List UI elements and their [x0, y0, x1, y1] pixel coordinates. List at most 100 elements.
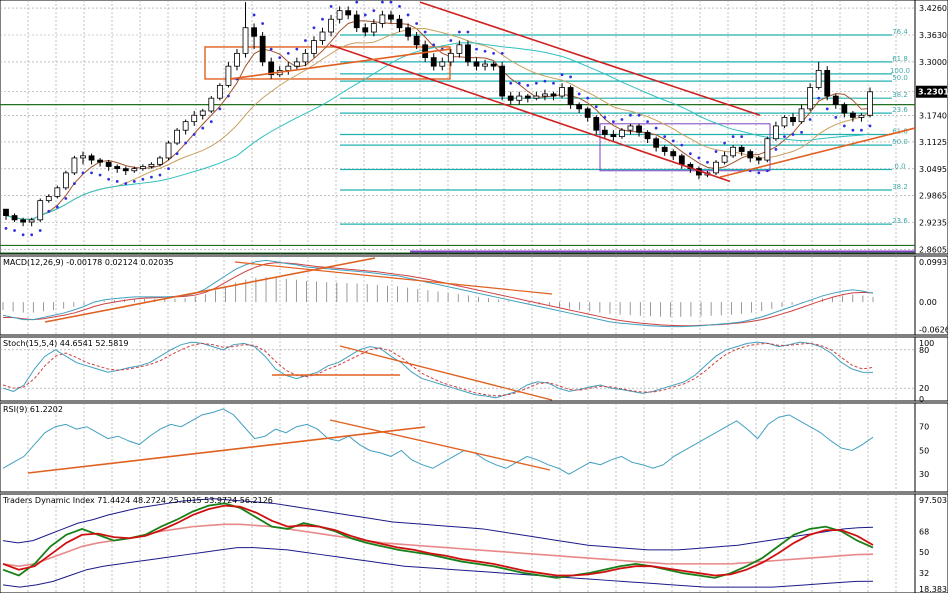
stoch-tick-label: 0 [919, 395, 924, 404]
candle-body [473, 61, 480, 67]
psar-dot [286, 51, 290, 55]
psar-dot [192, 133, 196, 136]
ma-slow-line [5, 27, 871, 220]
candle-body [619, 129, 625, 138]
tdi-pane-frame [0, 493, 948, 593]
macd-tick-label: 0.00 [919, 298, 937, 307]
psar-dot [252, 13, 256, 17]
psar-dot [98, 173, 102, 177]
macd-tick-label: 0.09935 [919, 258, 948, 267]
candle-body [405, 27, 411, 37]
trend-line-up-2 [719, 127, 916, 178]
candle-body [225, 65, 232, 86]
candle-body [413, 35, 420, 46]
candle-body [319, 31, 326, 41]
candle-body [131, 168, 138, 172]
psar-dot [500, 51, 504, 55]
candle-body [105, 161, 112, 167]
psar-dot [355, 0, 359, 4]
fib-level-label: 0.0 [894, 162, 905, 170]
candle-body [114, 166, 121, 170]
tdi-tick-label: 32 [919, 569, 929, 578]
candle-body [396, 18, 403, 29]
candle-body [755, 157, 762, 161]
psar-dot [389, 0, 393, 4]
fib-level-label: 50.0 [892, 74, 908, 82]
psar-dot [47, 209, 51, 213]
fib-level-label: 50.0 [892, 138, 908, 146]
candle-body [627, 125, 634, 131]
psar-dot [663, 135, 667, 139]
candle-body [858, 114, 865, 118]
candle-body [713, 161, 719, 174]
candle-body [439, 61, 446, 67]
psar-dot [688, 152, 692, 156]
psar-dot [398, 5, 401, 8]
psar-dot [842, 124, 846, 128]
candle-body [721, 155, 728, 163]
candle-body [738, 146, 745, 152]
candle-body [20, 219, 27, 223]
psar-dot [586, 96, 590, 100]
psar-dot [124, 182, 128, 185]
candle-body [97, 159, 103, 163]
psar-dot [457, 30, 461, 34]
psar-dot [723, 141, 726, 145]
candle-body [122, 168, 129, 172]
candle-body [610, 134, 617, 138]
candle-body [490, 63, 497, 67]
rsi-trend-line-2 [329, 419, 551, 471]
stoch-tick-label: 80 [919, 346, 929, 355]
price-tick-label: 3.3630 [919, 31, 947, 40]
candle-body [447, 52, 454, 63]
candle-body [251, 27, 257, 37]
trend-line-up [229, 48, 451, 80]
candle-body [576, 104, 583, 110]
psar-dot [569, 75, 572, 79]
candle-body [422, 44, 429, 59]
rsi-tick-label: 30 [919, 470, 929, 479]
psar-dot [577, 92, 581, 96]
psar-dot [603, 115, 607, 119]
candle-body [567, 87, 574, 105]
macd-trend-line-2 [234, 261, 553, 295]
psar-dot [791, 133, 795, 136]
candle-body [11, 215, 18, 221]
fib-level-label: 23.6 [892, 217, 908, 225]
macd-tick-label: -0.06265 [919, 326, 948, 335]
stoch-tick-label: 100 [919, 339, 934, 348]
candle-body [593, 116, 600, 131]
psar-dot [594, 105, 598, 109]
candle-body [285, 65, 292, 71]
psar-dot [774, 148, 778, 151]
candle-body [507, 95, 514, 101]
psar-dot [860, 128, 863, 132]
macd-pane-frame [0, 255, 948, 336]
tdi-upper-band [2, 498, 874, 551]
fib-level-label: 23.6 [892, 106, 908, 114]
psar-dot [141, 177, 145, 181]
psar-dot [30, 233, 34, 237]
fib-level-label: 76.4 [892, 28, 908, 36]
psar-dot [107, 177, 111, 181]
psar-dot [731, 135, 735, 139]
psar-dot [671, 139, 675, 143]
psar-dot [475, 47, 478, 51]
psar-dot [629, 113, 632, 117]
psar-dot [201, 126, 205, 130]
psar-dot [4, 226, 8, 230]
psar-dot [304, 39, 307, 42]
stoch-main-line [2, 341, 874, 399]
candle-body [293, 61, 300, 67]
channel-upper-line [419, 1, 761, 117]
psar-dot [851, 128, 855, 132]
candle-body [542, 93, 548, 97]
psar-dot [740, 135, 744, 139]
psar-dot [654, 126, 658, 130]
candle-body [174, 129, 180, 144]
candle-body [678, 155, 685, 165]
candle-body [62, 172, 69, 189]
candle-body [524, 95, 531, 99]
psar-dot [13, 229, 16, 232]
psar-dot [646, 120, 649, 124]
